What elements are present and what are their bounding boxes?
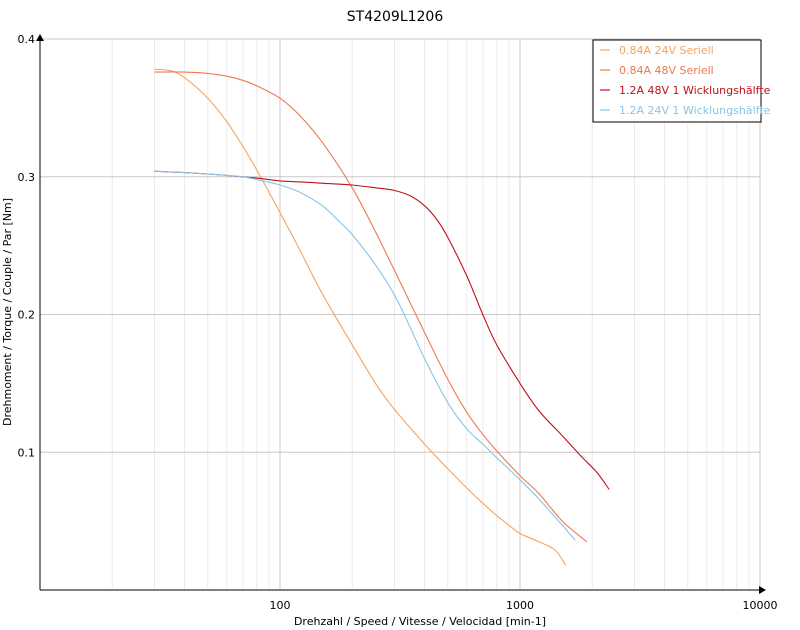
legend-entry: 0.84A 48V Seriell xyxy=(619,64,714,77)
chart-title: ST4209L1206 xyxy=(347,9,444,25)
series-line-3 xyxy=(154,170,610,490)
legend-entry: 1.2A 24V 1 Wicklungshälfte xyxy=(619,104,771,117)
legend-entry: 0.84A 24V Seriell xyxy=(619,44,714,57)
x-tick-label: 1000 xyxy=(506,599,534,612)
y-axis-label: Drehmoment / Torque / Couple / Par [Nm] xyxy=(1,198,14,426)
legend: 0.84A 24V Seriell 0.84A 48V Seriell 1.2A 4… xyxy=(592,39,771,123)
axes xyxy=(36,34,766,594)
x-axis-arrow-icon xyxy=(759,586,766,594)
legend-box xyxy=(592,39,762,123)
series-line-4 xyxy=(154,170,576,541)
tick-labels: 100 1000 10000 0.1 0.2 0.3 0.4 xyxy=(18,33,778,612)
series-line-1 xyxy=(154,68,567,566)
y-tick-label: 0.3 xyxy=(18,171,36,184)
y-tick-label: 0.2 xyxy=(18,309,36,322)
x-axis-label: Drehzahl / Speed / Vitesse / Velocidad [… xyxy=(294,615,546,628)
y-axis-arrow-icon xyxy=(36,34,44,41)
legend-entry: 1.2A 48V 1 Wicklungshälfte xyxy=(619,84,771,97)
x-tick-label: 10000 xyxy=(743,599,778,612)
x-tick-label: 100 xyxy=(270,599,291,612)
y-tick-label: 0.4 xyxy=(18,33,36,46)
y-tick-label: 0.1 xyxy=(18,446,36,459)
series-line-2 xyxy=(154,71,588,543)
series-layer xyxy=(154,68,610,566)
